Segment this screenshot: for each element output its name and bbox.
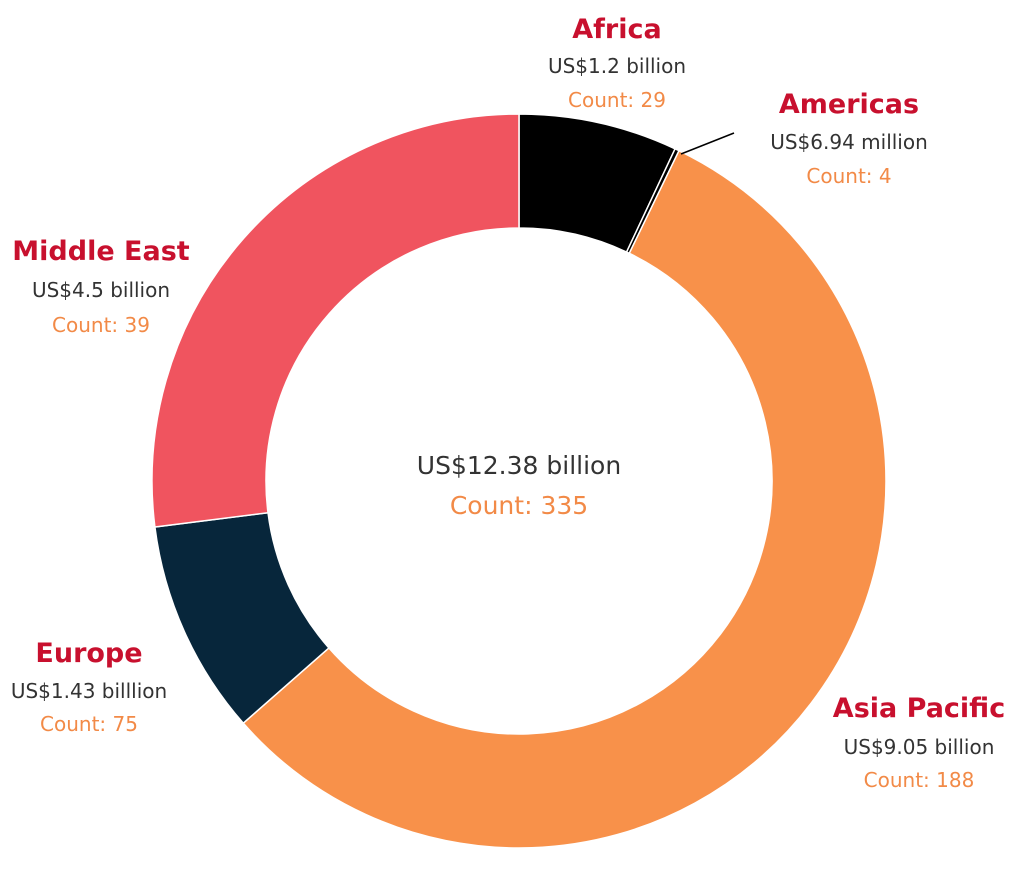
slice-value-europe: US$1.43 billlion [11, 679, 167, 703]
label-americas: Americas US$6.94 million Count: 4 [770, 89, 928, 188]
label-europe: Europe US$1.43 billlion Count: 75 [11, 638, 167, 736]
americas-leader-line [680, 132, 735, 155]
slice-count-middle-east: Count: 39 [52, 313, 150, 337]
slice-asia-pacific [242, 149, 887, 849]
total-count-label: Count: 335 [450, 491, 588, 520]
slice-value-asia-pacific: US$9.05 billion [844, 735, 995, 759]
slice-value-middle-east: US$4.5 billion [32, 278, 170, 302]
total-value-label: US$12.38 billion [417, 451, 621, 480]
label-middle-east: Middle East US$4.5 billion Count: 39 [12, 236, 189, 337]
slice-name-europe: Europe [35, 638, 142, 669]
slice-name-asia-pacific: Asia Pacific [833, 693, 1005, 724]
donut-slices [151, 113, 887, 849]
label-asia-pacific: Asia Pacific US$9.05 billion Count: 188 [833, 693, 1005, 792]
total-label: US$12.38 billion Count: 335 [417, 451, 621, 520]
slice-count-asia-pacific: Count: 188 [864, 768, 975, 792]
slice-name-africa: Africa [572, 14, 661, 45]
slice-value-americas: US$6.94 million [770, 130, 928, 154]
slice-count-europe: Count: 75 [40, 712, 138, 736]
slice-name-middle-east: Middle East [12, 236, 189, 267]
slice-count-americas: Count: 4 [806, 164, 891, 188]
slice-name-americas: Americas [779, 89, 919, 120]
label-africa: Africa US$1.2 billion Count: 29 [548, 14, 686, 112]
slice-value-africa: US$1.2 billion [548, 54, 686, 78]
slice-count-africa: Count: 29 [568, 88, 666, 112]
slice-middle-east [151, 113, 520, 528]
